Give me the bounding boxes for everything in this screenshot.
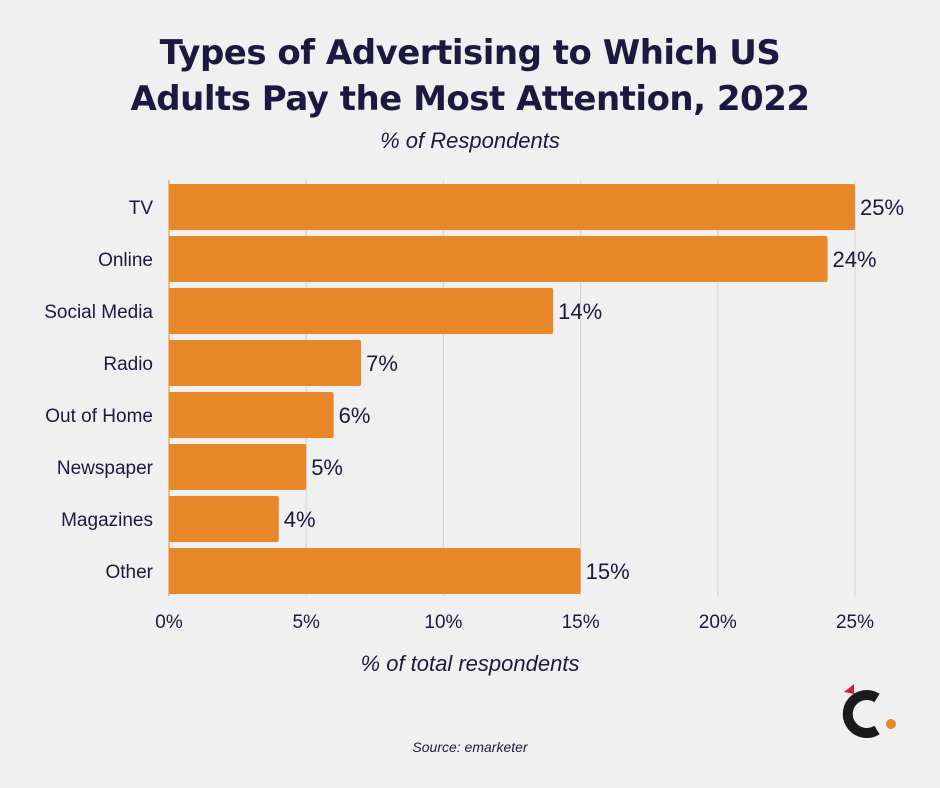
logo-c-arc — [842, 690, 880, 738]
category-label: Magazines — [61, 510, 153, 531]
x-tick-label: 0% — [155, 612, 183, 633]
brand-c-logo-icon — [842, 684, 896, 738]
x-tick-label: 10% — [424, 612, 462, 633]
x-tick-label: 15% — [562, 612, 600, 633]
value-label: 7% — [366, 351, 398, 376]
x-tick-label: 20% — [699, 612, 737, 633]
value-label: 25% — [860, 195, 904, 220]
logo-orange-dot — [886, 719, 896, 729]
value-label: 24% — [833, 247, 877, 272]
bar — [169, 496, 279, 542]
bar — [169, 288, 554, 334]
bar — [169, 184, 855, 230]
bar — [169, 444, 307, 490]
x-tick-label: 25% — [836, 612, 874, 633]
value-label: 4% — [284, 507, 316, 532]
bar — [169, 548, 581, 594]
category-label: Out of Home — [45, 406, 153, 427]
category-label: Radio — [103, 354, 153, 375]
bar — [169, 340, 362, 386]
chart-title-line-2: Adults Pay the Most Attention, 2022 — [130, 79, 810, 119]
category-label: Online — [98, 250, 153, 271]
bar — [169, 236, 828, 282]
logo-red-accent — [844, 684, 854, 694]
category-label: Newspaper — [57, 458, 154, 479]
chart-subtitle: % of Respondents — [380, 128, 560, 153]
bar — [169, 392, 334, 438]
x-tick-label: 5% — [292, 612, 320, 633]
chart-title-line-1: Types of Advertising to Which US — [159, 33, 781, 73]
bar-chart: TV 25% Online 24% Social Media 14% Radio 7% Out … — [44, 180, 904, 633]
value-label: 14% — [558, 299, 602, 324]
value-label: 5% — [311, 455, 343, 480]
category-label: TV — [129, 198, 154, 219]
value-label: 15% — [586, 559, 630, 584]
value-label: 6% — [339, 403, 371, 428]
source-note: Source: emarketer — [412, 739, 528, 755]
x-axis-label: % of total respondents — [360, 651, 580, 676]
category-label: Social Media — [44, 302, 153, 323]
category-label: Other — [105, 562, 153, 583]
